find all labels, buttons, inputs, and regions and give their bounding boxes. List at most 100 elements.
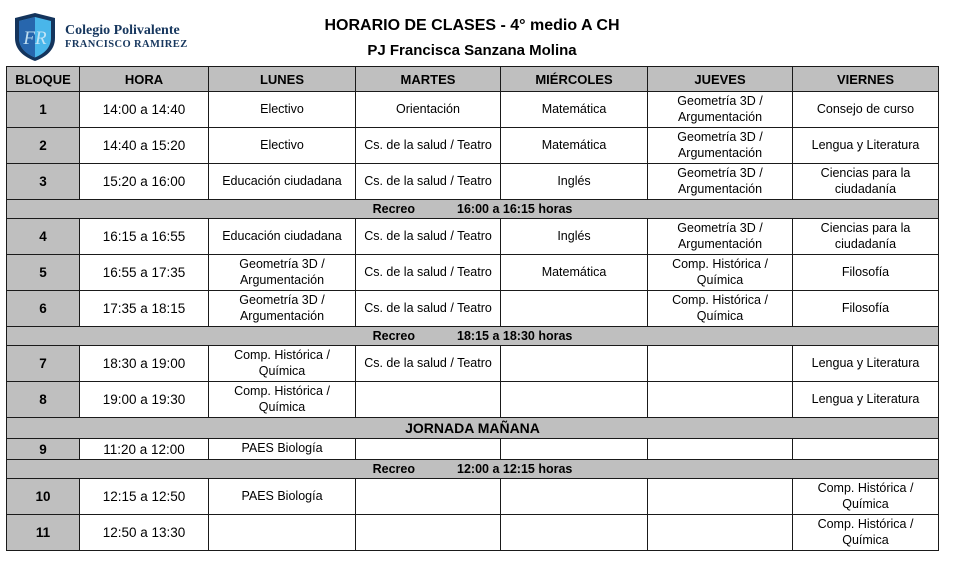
- table-row: 7 18:30 a 19:00 Comp. Histórica / Químic…: [6, 345, 939, 382]
- column-header-bloque: BLOQUE: [6, 66, 80, 92]
- hora-cell: 16:15 a 16:55: [79, 218, 209, 255]
- class-cell: Matemática: [500, 91, 648, 128]
- class-cell: Ciencias para la ciudadanía: [792, 163, 939, 200]
- class-cell: [355, 381, 501, 418]
- class-cell: Comp. Histórica / Química: [647, 290, 793, 327]
- class-cell: Matemática: [500, 254, 648, 291]
- class-cell: Cs. de la salud / Teatro: [355, 163, 501, 200]
- hora-cell: 14:00 a 14:40: [79, 91, 209, 128]
- class-cell: Educación ciudadana: [208, 163, 356, 200]
- hora-cell: 14:40 a 15:20: [79, 127, 209, 164]
- class-cell: Educación ciudadana: [208, 218, 356, 255]
- class-cell: Geometría 3D / Argumentación: [647, 218, 793, 255]
- hora-cell: 12:50 a 13:30: [79, 514, 209, 551]
- recreo-cell: Recreo 18:15 a 18:30 horas: [6, 326, 939, 346]
- class-cell: [647, 514, 793, 551]
- class-cell: PAES Biología: [208, 478, 356, 515]
- class-cell: [647, 438, 793, 460]
- table-row: 10 12:15 a 12:50 PAES Biología Comp. His…: [6, 478, 939, 515]
- class-cell: Cs. de la salud / Teatro: [355, 254, 501, 291]
- bloque-cell: 6: [6, 290, 80, 327]
- school-logo: FR Colegio Polivalente FRANCISCO RAMIREZ: [13, 12, 188, 62]
- class-cell: Lengua y Literatura: [792, 345, 939, 382]
- schedule-table: BLOQUE HORA LUNES MARTES MIÉRCOLES JUEVE…: [6, 66, 939, 551]
- bloque-cell: 1: [6, 91, 80, 128]
- column-header-viernes: VIERNES: [792, 66, 939, 92]
- page-title: HORARIO DE CLASES - 4° medio A CH: [324, 17, 620, 34]
- class-cell: Cs. de la salud / Teatro: [355, 127, 501, 164]
- class-cell: [792, 438, 939, 460]
- page-subtitle: PJ Francisca Sanzana Molina: [367, 41, 577, 59]
- recreo-row: Recreo 12:00 a 12:15 horas: [6, 459, 939, 479]
- class-cell: Comp. Histórica / Química: [792, 514, 939, 551]
- school-name-line2: FRANCISCO RAMIREZ: [65, 38, 188, 50]
- header-row: BLOQUE HORA LUNES MARTES MIÉRCOLES JUEVE…: [6, 66, 939, 92]
- table-row: 5 16:55 a 17:35 Geometría 3D / Argumenta…: [6, 254, 939, 291]
- class-cell: Electivo: [208, 91, 356, 128]
- table-row: 9 11:20 a 12:00 PAES Biología: [6, 438, 939, 460]
- recreo-time: 18:15 a 18:30 horas: [457, 329, 573, 343]
- bloque-cell: 3: [6, 163, 80, 200]
- school-name: Colegio Polivalente FRANCISCO RAMIREZ: [65, 23, 188, 50]
- recreo-label: Recreo: [372, 462, 416, 476]
- class-cell: [647, 381, 793, 418]
- column-header-lunes: LUNES: [208, 66, 356, 92]
- column-header-jueves: JUEVES: [647, 66, 793, 92]
- class-cell: Comp. Histórica / Química: [208, 381, 356, 418]
- column-header-hora: HORA: [79, 66, 209, 92]
- recreo-label: Recreo: [372, 202, 416, 216]
- class-cell: [500, 438, 648, 460]
- section-row: JORNADA MAÑANA: [6, 417, 939, 439]
- hora-cell: 16:55 a 17:35: [79, 254, 209, 291]
- recreo-cell: Recreo 12:00 a 12:15 horas: [6, 459, 939, 479]
- class-cell: Electivo: [208, 127, 356, 164]
- class-cell: Comp. Histórica / Química: [647, 254, 793, 291]
- class-cell: [500, 290, 648, 327]
- class-cell: [500, 345, 648, 382]
- class-cell: [500, 514, 648, 551]
- table-row: 2 14:40 a 15:20 Electivo Cs. de la salud…: [6, 127, 939, 164]
- class-cell: [355, 438, 501, 460]
- hora-cell: 12:15 a 12:50: [79, 478, 209, 515]
- recreo-row: Recreo 18:15 a 18:30 horas: [6, 326, 939, 346]
- recreo-time: 12:00 a 12:15 horas: [457, 462, 573, 476]
- bloque-cell: 9: [6, 438, 80, 460]
- recreo-label: Recreo: [372, 329, 416, 343]
- hora-cell: 15:20 a 16:00: [79, 163, 209, 200]
- table-row: 11 12:50 a 13:30 Comp. Histórica / Quími…: [6, 514, 939, 551]
- class-cell: Lengua y Literatura: [792, 127, 939, 164]
- class-cell: Filosofía: [792, 290, 939, 327]
- class-cell: Consejo de curso: [792, 91, 939, 128]
- class-cell: [355, 478, 501, 515]
- table-row: 3 15:20 a 16:00 Educación ciudadana Cs. …: [6, 163, 939, 200]
- class-cell: [647, 345, 793, 382]
- bloque-cell: 10: [6, 478, 80, 515]
- column-header-miercoles: MIÉRCOLES: [500, 66, 648, 92]
- class-cell: Inglés: [500, 218, 648, 255]
- header-titles: HORARIO DE CLASES - 4° medio A CH PJ Fra…: [6, 14, 938, 62]
- class-cell: Cs. de la salud / Teatro: [355, 290, 501, 327]
- hora-cell: 11:20 a 12:00: [79, 438, 209, 460]
- hora-cell: 17:35 a 18:15: [79, 290, 209, 327]
- class-cell: [500, 478, 648, 515]
- class-cell: PAES Biología: [208, 438, 356, 460]
- recreo-row: Recreo 16:00 a 16:15 horas: [6, 199, 939, 219]
- class-cell: [647, 478, 793, 515]
- class-cell: Geometría 3D / Argumentación: [208, 290, 356, 327]
- class-cell: Geometría 3D / Argumentación: [647, 127, 793, 164]
- table-row: 4 16:15 a 16:55 Educación ciudadana Cs. …: [6, 218, 939, 255]
- class-cell: Cs. de la salud / Teatro: [355, 345, 501, 382]
- class-cell: Geometría 3D / Argumentación: [647, 163, 793, 200]
- class-cell: Ciencias para la ciudadanía: [792, 218, 939, 255]
- crest-monogram: FR: [22, 28, 47, 49]
- class-cell: Geometría 3D / Argumentación: [208, 254, 356, 291]
- bloque-cell: 5: [6, 254, 80, 291]
- bloque-cell: 4: [6, 218, 80, 255]
- bloque-cell: 11: [6, 514, 80, 551]
- recreo-time: 16:00 a 16:15 horas: [457, 202, 573, 216]
- class-cell: [208, 514, 356, 551]
- bloque-cell: 7: [6, 345, 80, 382]
- class-cell: [500, 381, 648, 418]
- bloque-cell: 2: [6, 127, 80, 164]
- table-row: 6 17:35 a 18:15 Geometría 3D / Argumenta…: [6, 290, 939, 327]
